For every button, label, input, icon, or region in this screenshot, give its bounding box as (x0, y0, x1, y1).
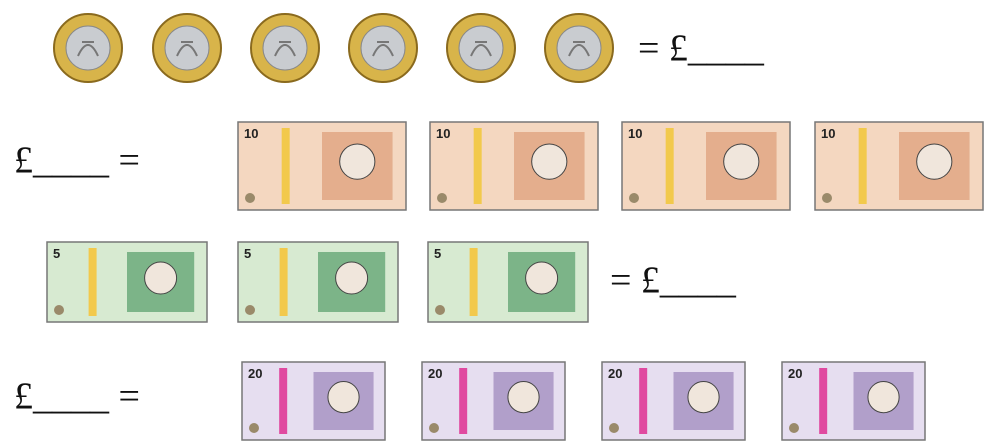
note-portrait (917, 144, 952, 179)
note-portrait (532, 144, 567, 179)
coin (349, 14, 417, 82)
coin-center (165, 26, 209, 70)
note-strip (474, 128, 482, 204)
note-strip (280, 248, 288, 316)
banknote: 10 (622, 122, 790, 210)
banknote: 5 (238, 242, 398, 322)
note-seal (245, 193, 255, 203)
note-seal (429, 423, 439, 433)
note-label: 20 (608, 366, 622, 381)
page: = £____ £____ = = £____ £____ = 10 10 10 10… (0, 0, 989, 446)
banknote: 20 (602, 362, 745, 440)
note-label: 5 (53, 246, 60, 261)
note-strip (859, 128, 867, 204)
coin-center (361, 26, 405, 70)
note-portrait (336, 262, 368, 294)
note-label: 20 (788, 366, 802, 381)
banknote: 20 (422, 362, 565, 440)
note-strip (279, 368, 287, 434)
note-strip (282, 128, 290, 204)
note-label: 10 (244, 126, 258, 141)
note-seal (245, 305, 255, 315)
note-strip (89, 248, 97, 316)
note-label: 10 (628, 126, 642, 141)
note-strip (819, 368, 827, 434)
note-label: 20 (248, 366, 262, 381)
note-seal (249, 423, 259, 433)
coin-center (263, 26, 307, 70)
note-seal (822, 193, 832, 203)
coin-center (557, 26, 601, 70)
worksheet: = £____ £____ = = £____ £____ = 10 10 10 10… (0, 0, 989, 446)
note-label: 20 (428, 366, 442, 381)
note-strip (459, 368, 467, 434)
coin (251, 14, 319, 82)
note-portrait (868, 382, 899, 413)
note-label: 5 (434, 246, 441, 261)
banknote: 20 (242, 362, 385, 440)
equation: = £____ (638, 28, 765, 70)
coin (545, 14, 613, 82)
equation: = £____ (610, 260, 737, 302)
note-seal (609, 423, 619, 433)
banknote: 5 (428, 242, 588, 322)
note-portrait (724, 144, 759, 179)
banknote: 10 (815, 122, 983, 210)
equation: £____ = (14, 376, 140, 418)
banknote: 10 (430, 122, 598, 210)
banknote: 10 (238, 122, 406, 210)
note-label: 5 (244, 246, 251, 261)
coin-center (66, 26, 110, 70)
banknote: 20 (782, 362, 925, 440)
note-portrait (526, 262, 558, 294)
note-strip (639, 368, 647, 434)
coin (54, 14, 122, 82)
banknote: 5 (47, 242, 207, 322)
note-strip (470, 248, 478, 316)
note-portrait (340, 144, 375, 179)
coin (447, 14, 515, 82)
note-label: 10 (821, 126, 835, 141)
note-seal (789, 423, 799, 433)
note-seal (437, 193, 447, 203)
note-portrait (328, 382, 359, 413)
note-seal (629, 193, 639, 203)
coin (153, 14, 221, 82)
note-portrait (145, 262, 177, 294)
coin-center (459, 26, 503, 70)
note-portrait (688, 382, 719, 413)
equation: £____ = (14, 140, 140, 182)
note-portrait (508, 382, 539, 413)
note-seal (435, 305, 445, 315)
note-seal (54, 305, 64, 315)
note-label: 10 (436, 126, 450, 141)
note-strip (666, 128, 674, 204)
